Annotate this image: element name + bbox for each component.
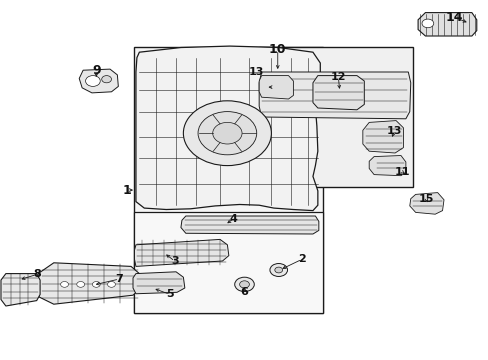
Text: 2: 2 bbox=[298, 254, 305, 264]
Text: 10: 10 bbox=[268, 43, 286, 56]
Circle shape bbox=[77, 282, 84, 287]
Text: 4: 4 bbox=[229, 213, 237, 224]
Circle shape bbox=[212, 122, 242, 144]
Polygon shape bbox=[133, 272, 184, 294]
Polygon shape bbox=[38, 263, 141, 304]
Text: 12: 12 bbox=[330, 72, 346, 82]
Text: 8: 8 bbox=[33, 269, 41, 279]
Circle shape bbox=[421, 19, 433, 28]
Polygon shape bbox=[134, 239, 228, 266]
Polygon shape bbox=[368, 156, 405, 176]
Circle shape bbox=[239, 281, 249, 288]
Polygon shape bbox=[362, 121, 403, 153]
Circle shape bbox=[274, 267, 282, 273]
Text: 13: 13 bbox=[386, 126, 401, 136]
Text: 13: 13 bbox=[248, 67, 264, 77]
Text: 15: 15 bbox=[418, 194, 433, 204]
Text: 6: 6 bbox=[240, 287, 248, 297]
Polygon shape bbox=[136, 46, 320, 211]
Polygon shape bbox=[1, 274, 40, 306]
Text: 14: 14 bbox=[445, 11, 463, 24]
Circle shape bbox=[198, 112, 256, 155]
Text: 11: 11 bbox=[394, 167, 409, 177]
Polygon shape bbox=[312, 76, 364, 110]
Text: 9: 9 bbox=[92, 64, 101, 77]
Circle shape bbox=[234, 277, 254, 292]
Polygon shape bbox=[417, 13, 476, 36]
Polygon shape bbox=[259, 76, 293, 99]
Polygon shape bbox=[259, 47, 412, 187]
Text: 3: 3 bbox=[171, 256, 179, 266]
Circle shape bbox=[92, 282, 100, 287]
Polygon shape bbox=[181, 216, 318, 234]
Polygon shape bbox=[259, 72, 410, 119]
Text: 7: 7 bbox=[115, 274, 123, 284]
Polygon shape bbox=[134, 47, 322, 313]
Text: 5: 5 bbox=[166, 289, 174, 300]
Circle shape bbox=[183, 101, 271, 166]
Polygon shape bbox=[409, 193, 443, 214]
Polygon shape bbox=[79, 69, 118, 93]
Circle shape bbox=[269, 264, 287, 276]
Circle shape bbox=[61, 282, 68, 287]
Text: 1: 1 bbox=[122, 184, 131, 197]
Circle shape bbox=[85, 76, 100, 86]
Circle shape bbox=[107, 282, 115, 287]
Polygon shape bbox=[134, 212, 322, 313]
Circle shape bbox=[102, 76, 111, 83]
